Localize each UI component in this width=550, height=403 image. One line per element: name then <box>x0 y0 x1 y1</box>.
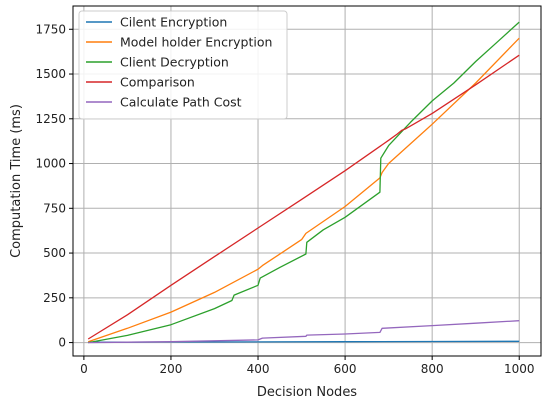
y-axis-label: Computation Time (ms) <box>9 104 24 258</box>
y-tick-label: 250 <box>43 291 66 305</box>
x-axis-label: Decision Nodes <box>257 385 357 400</box>
legend-entry: Calculate Path Cost <box>120 95 242 110</box>
plot-frame <box>72 5 542 357</box>
y-tick-label: 750 <box>43 201 66 215</box>
y-tick-label: 0 <box>58 336 66 350</box>
y-tick-label: 1750 <box>35 22 66 36</box>
y-tick-label: 1000 <box>35 157 66 171</box>
y-tick-label: 500 <box>43 246 66 260</box>
x-tick-label: 800 <box>421 362 444 376</box>
legend: Cilent Encryption Model holder Encryption… <box>78 10 288 120</box>
y-tick-label: 1250 <box>35 112 66 126</box>
series-line-5 <box>88 320 520 344</box>
x-tick-label: 0 <box>80 362 88 376</box>
series-lines <box>87 21 520 344</box>
legend-box <box>78 10 288 120</box>
x-tick-label: 600 <box>334 362 357 376</box>
legend-entry: Client Decryption <box>120 55 229 70</box>
axis-ticks: 0 200 400 600 800 1000 0 250 500 750 1000 1250 1500 1… <box>35 22 534 376</box>
series-line-4 <box>87 54 520 340</box>
legend-entry: Comparison <box>120 75 195 90</box>
legend-entry: Cilent Encryption <box>120 15 227 30</box>
series-line-3 <box>88 21 520 344</box>
x-tick-label: 400 <box>247 362 270 376</box>
y-tick-label: 1500 <box>35 67 66 81</box>
x-tick-label: 200 <box>160 362 183 376</box>
series-line-2 <box>87 37 520 343</box>
x-tick-label: 1000 <box>504 362 535 376</box>
legend-entry: Model holder Encryption <box>120 35 272 50</box>
